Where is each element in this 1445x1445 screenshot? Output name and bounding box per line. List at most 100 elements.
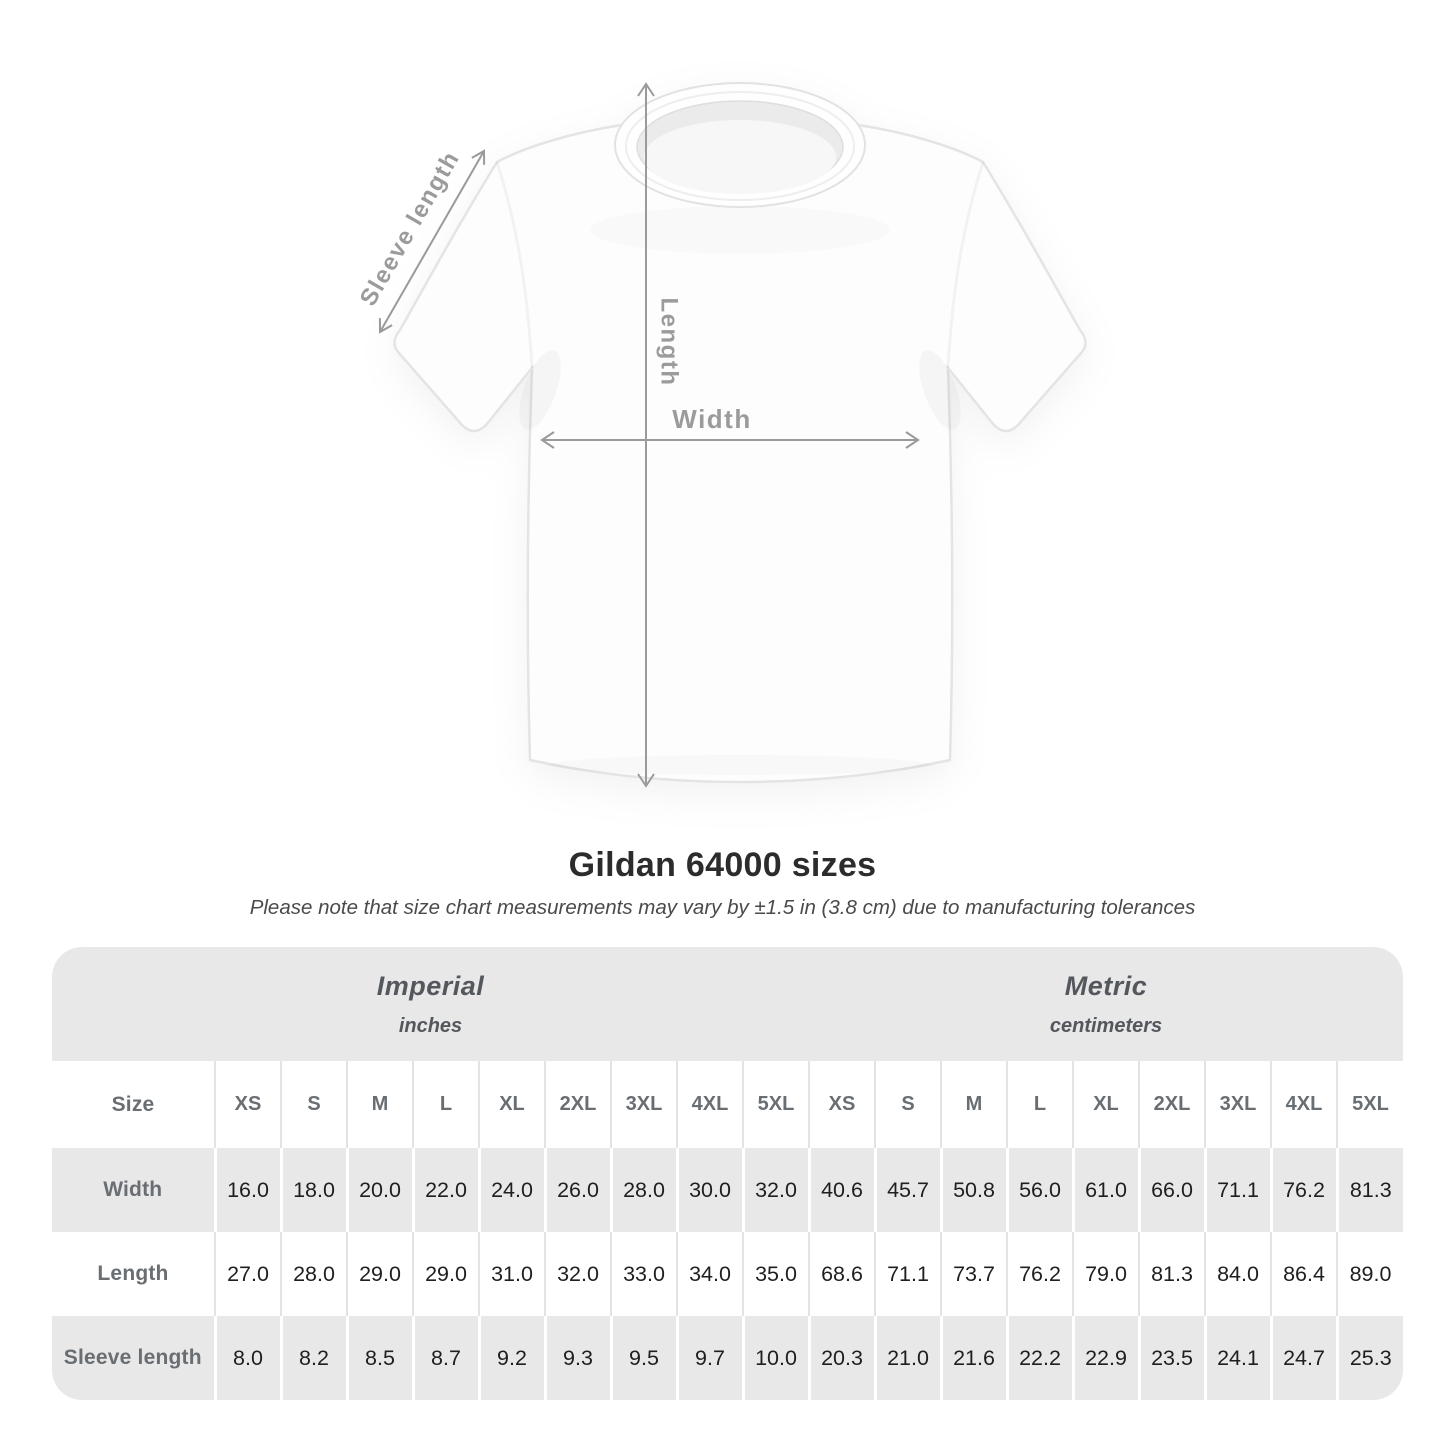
collar-stitch-seam bbox=[625, 91, 855, 201]
value-cell: 76.2 bbox=[1006, 1232, 1073, 1316]
size-header-metric-4xl: 4XL bbox=[1270, 1061, 1337, 1148]
value-cell: 21.0 bbox=[873, 1316, 941, 1400]
value-cell: 30.0 bbox=[675, 1148, 743, 1232]
value-cell: 29.0 bbox=[346, 1232, 413, 1316]
value-cell: 89.0 bbox=[1336, 1232, 1403, 1316]
value-cell: 56.0 bbox=[1005, 1148, 1073, 1232]
size-header-metric-l: L bbox=[1006, 1061, 1073, 1148]
value-cell: 20.0 bbox=[345, 1148, 413, 1232]
value-cell: 8.5 bbox=[345, 1316, 413, 1400]
value-cell: 18.0 bbox=[279, 1148, 347, 1232]
chest-shadow bbox=[590, 206, 890, 254]
value-cell: 31.0 bbox=[478, 1232, 545, 1316]
unit-group-metric: Metric centimeters bbox=[809, 947, 1403, 1061]
unit-group-label: Imperial bbox=[376, 970, 485, 1001]
size-header-imperial-xl: XL bbox=[478, 1061, 545, 1148]
value-cell: 8.0 bbox=[213, 1316, 281, 1400]
value-cell: 71.1 bbox=[1203, 1148, 1271, 1232]
value-cell: 66.0 bbox=[1137, 1148, 1205, 1232]
length-label: Length bbox=[656, 298, 683, 387]
value-cell: 61.0 bbox=[1071, 1148, 1139, 1232]
size-header-imperial-xs: XS bbox=[214, 1061, 281, 1148]
unit-group-imperial: Imperial inches bbox=[52, 947, 809, 1061]
sleeve-arrowhead-bottom bbox=[378, 318, 393, 334]
unit-group-header-row: Imperial inches Metric centimeters bbox=[52, 947, 1403, 1061]
value-cell: 20.3 bbox=[807, 1316, 875, 1400]
value-cell: 24.0 bbox=[477, 1148, 545, 1232]
value-cell: 9.5 bbox=[609, 1316, 677, 1400]
value-cell: 27.0 bbox=[214, 1232, 281, 1316]
value-cell: 34.0 bbox=[676, 1232, 743, 1316]
value-cell: 8.2 bbox=[279, 1316, 347, 1400]
value-cell: 16.0 bbox=[213, 1148, 281, 1232]
size-header-metric-m: M bbox=[940, 1061, 1007, 1148]
size-header-metric-5xl: 5XL bbox=[1336, 1061, 1403, 1148]
size-header-metric-xl: XL bbox=[1072, 1061, 1139, 1148]
table-row-sleeve-length: Sleeve length 8.0 8.2 8.5 8.7 9.2 9.3 9.5 9.7 10.… bbox=[52, 1316, 1403, 1400]
tshirt-illustration bbox=[393, 82, 1087, 784]
table-row-width: Width 16.0 18.0 20.0 22.0 24.0 26.0 28.0 30.0 32.… bbox=[52, 1148, 1403, 1232]
value-cell: 79.0 bbox=[1072, 1232, 1139, 1316]
size-header-metric-3xl: 3XL bbox=[1204, 1061, 1271, 1148]
value-cell: 50.8 bbox=[939, 1148, 1007, 1232]
unit-group-sublabel: centimeters bbox=[1049, 1014, 1163, 1037]
size-column-header: Size bbox=[52, 1061, 215, 1148]
value-cell: 10.0 bbox=[741, 1316, 809, 1400]
size-header-imperial-5xl: 5XL bbox=[742, 1061, 809, 1148]
page-title: Gildan 64000 sizes bbox=[568, 846, 877, 884]
sleeve-arrowhead-top bbox=[471, 149, 486, 165]
value-cell: 33.0 bbox=[610, 1232, 677, 1316]
left-armhole-seam bbox=[495, 161, 534, 369]
value-cell: 73.7 bbox=[940, 1232, 1007, 1316]
value-cell: 25.3 bbox=[1335, 1316, 1403, 1400]
value-cell: 24.1 bbox=[1203, 1316, 1271, 1400]
value-cell: 40.6 bbox=[807, 1148, 875, 1232]
value-cell: 22.2 bbox=[1005, 1316, 1073, 1400]
collar-inner-highlight bbox=[644, 120, 836, 194]
length-arrowhead-bottom bbox=[637, 773, 655, 788]
size-table: Imperial inches Metric centimeters Size XS S M L… bbox=[52, 947, 1403, 1400]
value-cell: 29.0 bbox=[412, 1232, 479, 1316]
row-label-width: Width bbox=[52, 1148, 215, 1232]
unit-group-label: Metric bbox=[1064, 970, 1148, 1001]
value-cell: 8.7 bbox=[411, 1316, 479, 1400]
size-header-metric-xs: XS bbox=[808, 1061, 875, 1148]
sleeve-arrow-line bbox=[379, 150, 485, 333]
size-table-grid: Imperial inches Metric centimeters Size XS S M L… bbox=[52, 947, 1403, 1400]
size-header-imperial-l: L bbox=[412, 1061, 479, 1148]
value-cell: 45.7 bbox=[873, 1148, 941, 1232]
size-header-imperial-2xl: 2XL bbox=[544, 1061, 611, 1148]
size-header-metric-2xl: 2XL bbox=[1138, 1061, 1205, 1148]
value-cell: 9.3 bbox=[543, 1316, 611, 1400]
value-cell: 76.2 bbox=[1269, 1148, 1337, 1232]
size-header-metric-s: S bbox=[874, 1061, 941, 1148]
value-cell: 68.6 bbox=[808, 1232, 875, 1316]
value-cell: 81.3 bbox=[1138, 1232, 1205, 1316]
value-cell: 86.4 bbox=[1270, 1232, 1337, 1316]
row-label-sleeve-length: Sleeve length bbox=[52, 1316, 215, 1400]
unit-group-sublabel: inches bbox=[398, 1014, 463, 1037]
value-cell: 9.7 bbox=[675, 1316, 743, 1400]
value-cell: 21.6 bbox=[939, 1316, 1007, 1400]
hem-shadow bbox=[550, 755, 930, 775]
width-arrowhead-left bbox=[540, 431, 555, 449]
value-cell: 9.2 bbox=[477, 1316, 545, 1400]
value-cell: 28.0 bbox=[280, 1232, 347, 1316]
value-cell: 26.0 bbox=[543, 1148, 611, 1232]
size-header-imperial-m: M bbox=[346, 1061, 413, 1148]
right-armhole-seam bbox=[946, 161, 985, 369]
table-row-length: Length 27.0 28.0 29.0 29.0 31.0 32.0 33.0 34.0 35… bbox=[52, 1232, 1403, 1316]
length-arrowhead-top bbox=[637, 82, 655, 97]
value-cell: 28.0 bbox=[609, 1148, 677, 1232]
tshirt-diagram: Width Length Sleeve length bbox=[355, 82, 1087, 788]
value-cell: 35.0 bbox=[742, 1232, 809, 1316]
size-header-imperial-s: S bbox=[280, 1061, 347, 1148]
width-arrowhead-right bbox=[905, 431, 920, 449]
tshirt-body bbox=[393, 100, 1087, 784]
value-cell: 32.0 bbox=[544, 1232, 611, 1316]
value-cell: 84.0 bbox=[1204, 1232, 1271, 1316]
value-cell: 23.5 bbox=[1137, 1316, 1205, 1400]
row-label-length: Length bbox=[52, 1232, 215, 1316]
tolerance-note: Please note that size chart measurements… bbox=[249, 896, 1196, 919]
